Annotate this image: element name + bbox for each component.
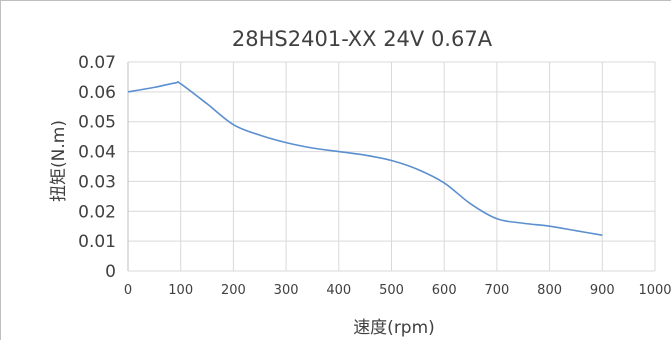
x-tick-label: 700 — [484, 283, 509, 298]
torque-speed-curve — [128, 82, 602, 235]
y-tick-label: 0.04 — [78, 143, 116, 163]
y-tick-label: 0.07 — [78, 53, 116, 73]
y-tick-label: 0.05 — [78, 113, 116, 133]
x-tick-label: 600 — [432, 283, 457, 298]
y-axis-title: 扭矩(N.m) — [49, 120, 69, 202]
x-tick-label: 400 — [326, 283, 351, 298]
x-tick-label: 0 — [124, 283, 132, 298]
x-axis-tick-labels: 0 100 200 300 400 500 600 700 800 900 1000 — [124, 283, 671, 298]
x-tick-label: 100 — [168, 283, 193, 298]
grid-lines — [128, 62, 655, 271]
chart-title: 28HS2401-XX 24V 0.67A — [232, 27, 493, 51]
y-tick-label: 0.03 — [78, 172, 116, 192]
x-tick-label: 300 — [274, 283, 299, 298]
y-tick-label: 0.01 — [78, 232, 116, 252]
y-tick-label: 0.06 — [78, 83, 116, 103]
series-lines — [128, 82, 602, 235]
x-axis-title: 速度(rpm) — [353, 318, 435, 338]
x-tick-label: 1000 — [638, 283, 671, 298]
y-axis-tick-labels: 0 0.01 0.02 0.03 0.04 0.05 0.06 0.07 — [78, 53, 116, 282]
x-tick-label: 900 — [590, 283, 615, 298]
x-tick-label: 800 — [537, 283, 562, 298]
x-tick-label: 200 — [221, 283, 246, 298]
y-tick-label: 0 — [105, 262, 116, 282]
y-tick-label: 0.02 — [78, 202, 116, 222]
x-tick-label: 500 — [379, 283, 404, 298]
